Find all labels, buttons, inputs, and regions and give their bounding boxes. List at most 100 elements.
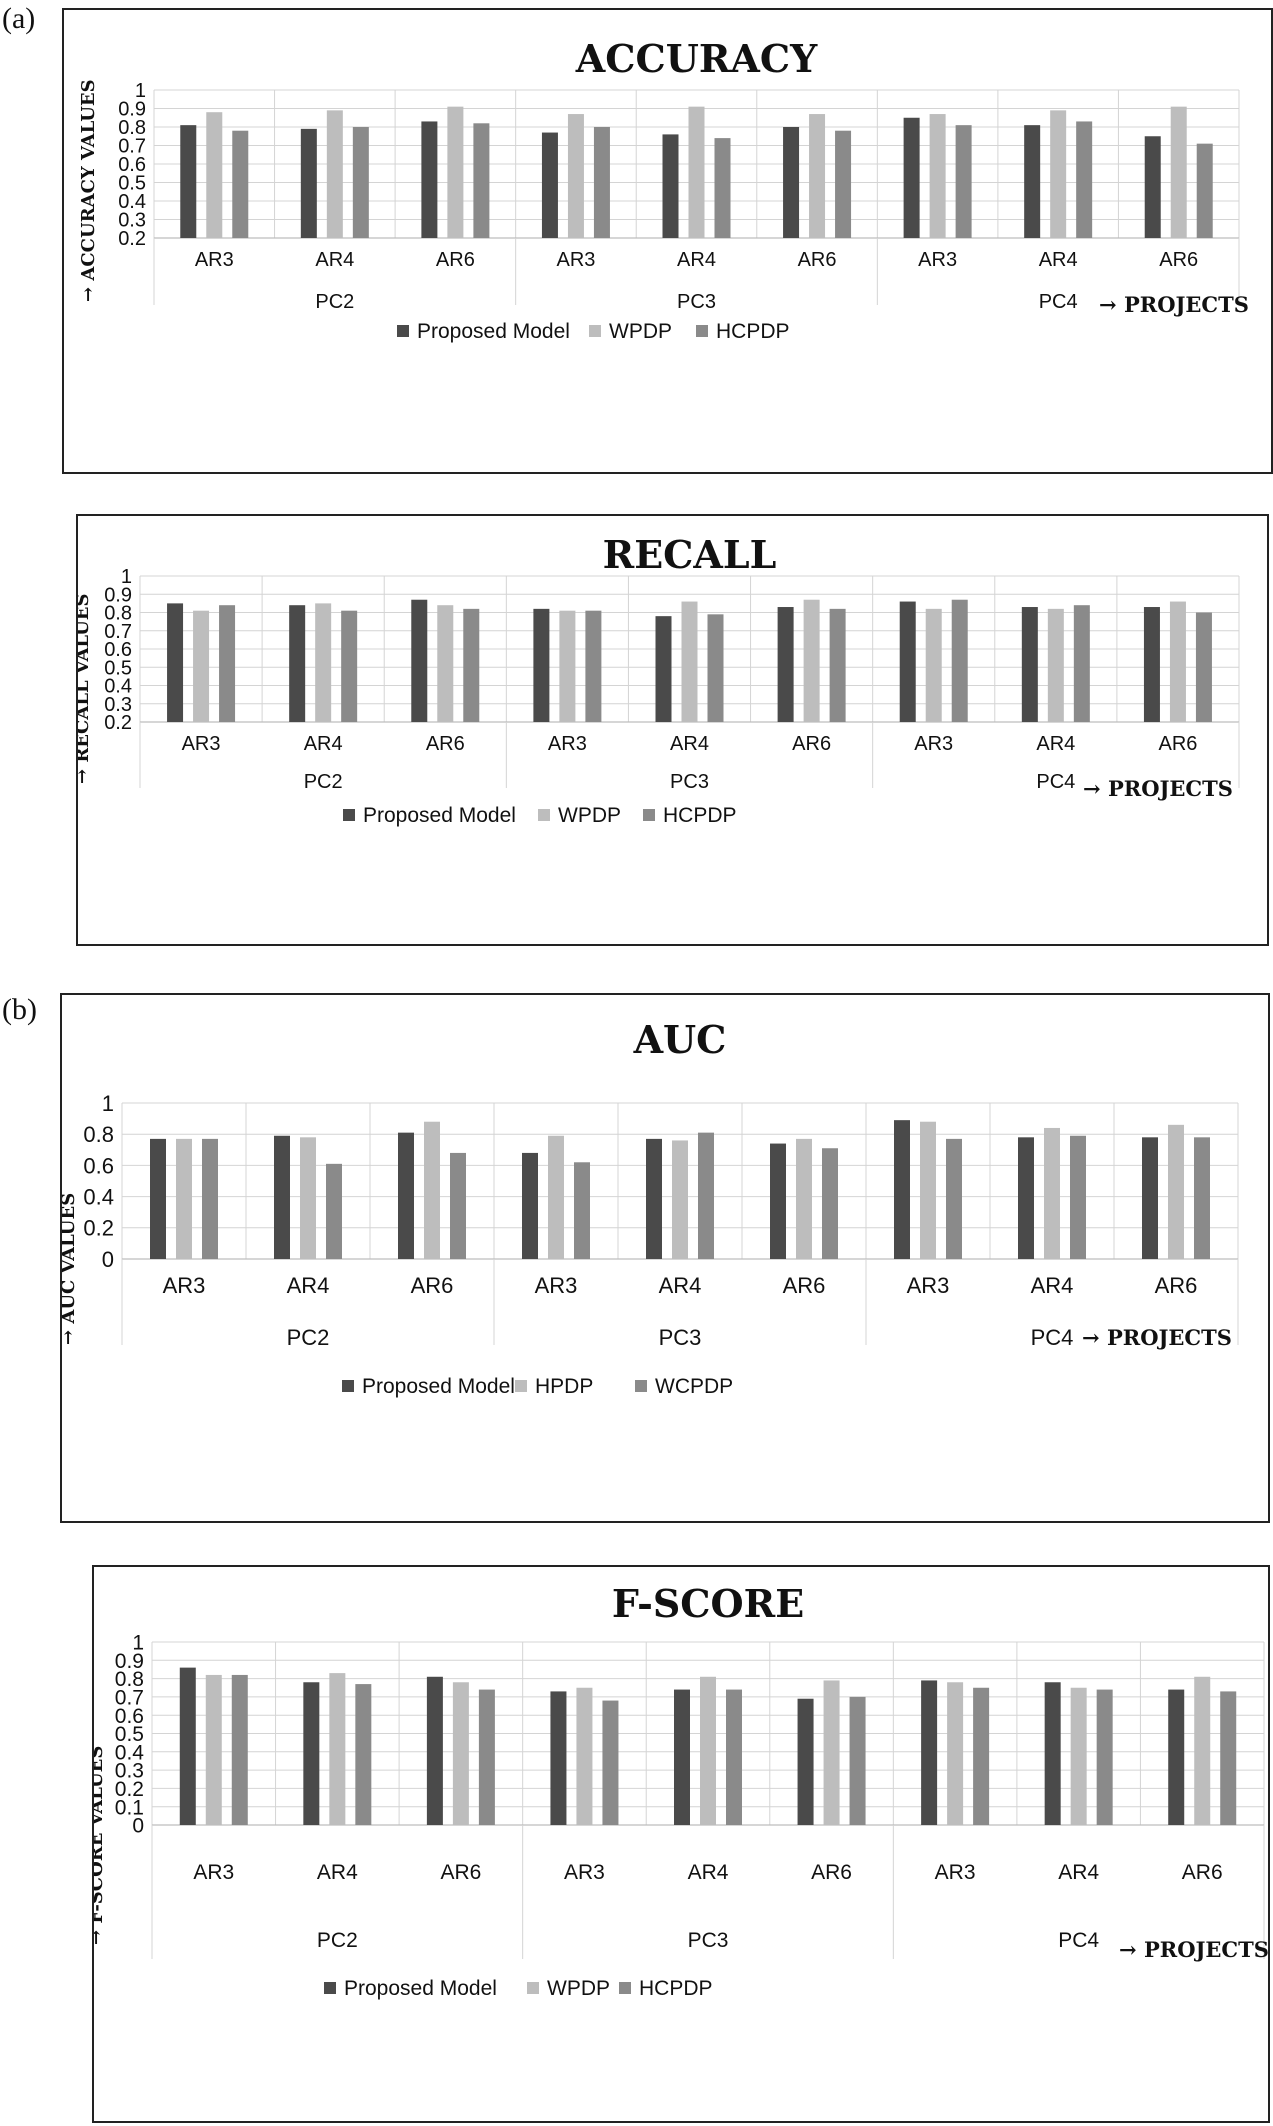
bar-proposed-model: [411, 599, 428, 722]
group-label: PC3: [688, 1929, 729, 1952]
bar-hcpdp: [585, 610, 602, 722]
legend-entry: HCPDP: [663, 804, 737, 827]
y-tick-label: 0.8: [104, 603, 132, 625]
x-tick-label: AR4: [304, 733, 343, 755]
x-tick-label: AR3: [564, 1861, 605, 1884]
bar-proposed-model: [1143, 607, 1160, 722]
bar-proposed-model: [662, 134, 679, 238]
bar-hcpdp: [955, 125, 972, 238]
bar-wpdp: [447, 106, 464, 239]
chart-title: F-SCORE: [612, 1581, 804, 1626]
y-tick-label: 0.3: [118, 210, 146, 232]
fscore-chart-frame: F-SCORE 1 0.9 0.8 0.7 0.6 0.5 0.4 0.3 0.2 0.1 0 AR3 A…: [92, 1565, 1270, 2123]
bar-wcpdp: [1070, 1135, 1086, 1259]
y-tick-label: 1: [132, 1632, 144, 1655]
y-tick-label: 0.4: [104, 676, 132, 698]
panel-label-b: (b): [2, 993, 37, 1026]
bar-wpdp: [929, 114, 946, 238]
bar-proposed-model: [770, 1143, 786, 1259]
bar-proposed-model: [1044, 1682, 1061, 1825]
bar-wpdp: [193, 610, 210, 722]
fscore-chart: F-SCORE 10.90.80.70.60.50.40.30.20.10 AR3 A…: [94, 1581, 1268, 2000]
x-tick-label: AR6: [440, 1861, 481, 1884]
y-tick-label: 0.4: [118, 191, 146, 213]
bar-hcpdp: [849, 1696, 866, 1825]
x-tick-label: AR6: [436, 249, 475, 271]
x-axis-label: → PROJECTS: [1099, 292, 1249, 317]
y-tick-label: 0.3: [115, 1760, 144, 1783]
y-tick-label: 0: [102, 1247, 114, 1272]
x-tick-label: AR6: [1159, 249, 1198, 271]
group-label: PC4: [1058, 1929, 1099, 1952]
recall-chart: RECALL 10.90.80.70.60.50.40.30.2 AR3 AR4 AR6…: [78, 532, 1240, 827]
bar-wcpdp: [822, 1148, 838, 1259]
bar-hpdp: [424, 1121, 440, 1259]
bar-hcpdp: [726, 1689, 742, 1825]
y-tick-label: 1: [102, 1091, 114, 1116]
accuracy-chart: ACCURACY 10.90.80.70.60.50.40.30.2 AR3 AR4 A…: [78, 36, 1249, 343]
y-tick-label: 0.4: [115, 1741, 145, 1764]
legend-swatch: [397, 325, 409, 337]
group-label: PC2: [304, 771, 343, 793]
legend-entry: Proposed Model: [362, 1375, 515, 1398]
x-tick-label: AR3: [163, 1273, 206, 1298]
bar-proposed-model: [903, 117, 920, 238]
group-label: PC3: [659, 1325, 702, 1350]
legend-entry: Proposed Model: [344, 1977, 497, 2000]
group-label: PC4: [1031, 1325, 1074, 1350]
x-axis-label: → PROJECTS: [1119, 1937, 1268, 1962]
group-label: PC2: [315, 291, 354, 313]
bar-wpdp: [206, 112, 223, 238]
group-label: PC4: [1039, 291, 1078, 313]
x-tick-label: AR4: [1058, 1861, 1099, 1884]
y-tick-label: 0.3: [104, 694, 132, 716]
x-tick-label: AR6: [792, 733, 831, 755]
x-tick-label: AR3: [935, 1861, 976, 1884]
bar-proposed-model: [426, 1676, 443, 1825]
bar-hcpdp: [478, 1689, 495, 1825]
legend-swatch: [538, 809, 550, 821]
y-tick-label: 0.6: [83, 1153, 114, 1178]
bar-proposed-model: [1021, 607, 1038, 722]
bar-hcpdp: [951, 599, 968, 722]
bar-proposed-model: [783, 127, 800, 238]
bar-proposed-model: [303, 1682, 320, 1825]
bar-wpdp: [1047, 608, 1064, 722]
y-tick-label: 1: [121, 566, 132, 588]
bar-wpdp: [947, 1682, 964, 1825]
x-tick-label: AR4: [677, 249, 716, 271]
x-tick-label: AR4: [315, 249, 354, 271]
legend-entry: WPDP: [547, 1977, 610, 2000]
bar-proposed-model: [921, 1680, 938, 1825]
bar-wpdp: [681, 601, 698, 722]
y-tick-label: 0.9: [115, 1650, 144, 1673]
y-tick-label: 0.5: [104, 657, 132, 679]
x-tick-label: AR3: [918, 249, 957, 271]
bar-hcpdp: [707, 614, 724, 722]
y-tick-label: 0.6: [118, 154, 146, 176]
bar-proposed-model: [398, 1132, 414, 1259]
x-tick-label: AR4: [670, 733, 709, 755]
bar-hcpdp: [232, 130, 249, 238]
bar-wpdp: [205, 1674, 222, 1825]
bar-proposed-model: [300, 128, 317, 238]
bar-hcpdp: [463, 608, 480, 722]
y-axis-label: → ACCURACY VALUES: [78, 79, 99, 302]
legend-entry: WPDP: [558, 804, 621, 827]
bar-hpdp: [920, 1121, 936, 1259]
x-tick-label: AR4: [287, 1273, 330, 1298]
legend-entry: HPDP: [535, 1375, 593, 1398]
y-tick-label: 0.6: [115, 1705, 144, 1728]
legend-swatch: [324, 1982, 336, 1994]
legend-entry: Proposed Model: [363, 804, 516, 827]
y-tick-label: 0.8: [118, 117, 146, 139]
bar-wpdp: [1050, 110, 1067, 238]
legend-swatch: [515, 1380, 527, 1392]
bar-wpdp: [809, 114, 826, 238]
bar-wpdp: [567, 114, 584, 238]
x-tick-label: AR6: [1158, 733, 1197, 755]
bar-wpdp: [700, 1676, 716, 1825]
bar-proposed-model: [550, 1691, 567, 1825]
legend-swatch: [643, 809, 655, 821]
bar-wpdp: [452, 1682, 469, 1825]
